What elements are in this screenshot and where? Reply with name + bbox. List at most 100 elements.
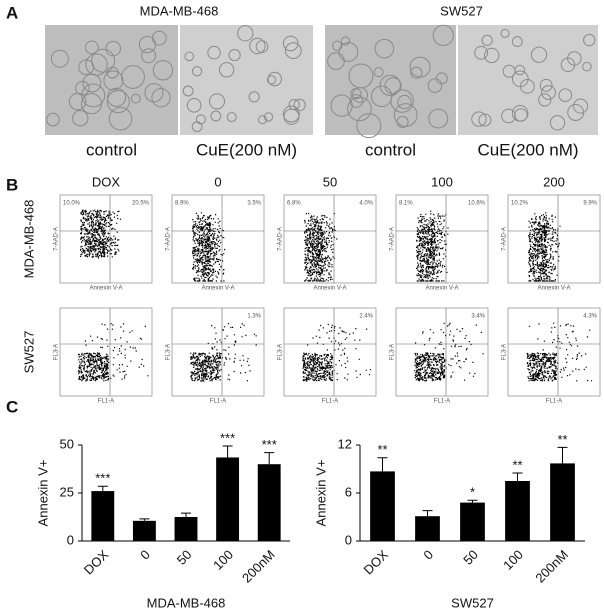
axis-label: FL3-A [166,344,172,360]
bar [91,491,115,541]
column-label: 100 [431,174,453,189]
bar [132,520,156,541]
flow-dots [304,212,338,282]
significance: ** [557,432,567,447]
error-bar [422,510,433,517]
row-label: SW527 [21,331,36,374]
bar [174,517,198,541]
x-axis-label: SW527 [451,595,494,610]
column-label: DOX [92,174,121,189]
column-label: 0 [214,174,221,189]
axis-label: Annexin V-A [425,286,458,292]
axis-label: FL1-A [434,399,450,405]
x-tick-label: 50 [460,547,481,568]
significance: * [470,485,475,500]
axis-label: Annexin V-A [537,286,570,292]
x-tick-label: 50 [174,547,195,568]
error-bar [97,485,108,492]
micrograph [325,25,456,135]
bar [505,481,530,541]
group-title: SW527 [440,3,483,18]
significance: *** [95,471,110,486]
flow-dots [526,322,593,382]
cells [471,28,596,131]
axis-label: FL1-A [546,399,562,405]
panel-letter: C [6,397,18,416]
cells [327,24,454,139]
flow-dots [528,212,561,282]
significance: ** [512,457,522,472]
y-tick-label: 0 [345,532,352,547]
axis-label: FL3-A [502,344,508,360]
panel-letter: B [6,175,18,194]
y-tick-label: 50 [60,436,74,451]
quadrant-value: 4.3% [583,314,597,320]
quadrant-value: 10.6% [468,201,486,207]
bar [257,464,281,541]
axis-label: FL1-A [322,399,338,405]
error-bar [264,452,275,465]
bar [216,457,240,541]
flow-dots [190,323,257,382]
bar [550,463,575,541]
quadrant-value: 10.0% [63,201,81,207]
significance: *** [220,430,235,445]
error-bar [512,472,523,481]
flow-dots [414,322,484,382]
cells [182,25,306,132]
image-label: CuE(200 nM) [477,140,578,159]
axis-label: 7-AAD-A [390,227,396,251]
flow-plot [283,194,377,284]
flow-plot [395,194,489,284]
x-tick-label: 0 [420,547,436,563]
axis-label: FL3-A [390,344,396,360]
error-bar [222,445,233,458]
flow-plot [507,307,601,397]
flow-dots [192,212,226,282]
error-bar [139,518,150,521]
significance: ** [377,442,387,457]
quadrant-value: 10.2% [511,201,529,207]
axis-label: 7-AAD-A [54,227,60,251]
quadrant-value: 9.9% [583,201,597,207]
x-tick-label: 200nM [532,547,571,586]
flow-dots [302,323,372,382]
quadrant-value: 8.9% [175,201,189,207]
y-tick-label: 6 [345,484,352,499]
image-label: control [86,140,137,159]
flow-plot [395,307,489,397]
cells [46,30,174,131]
axis-label: Annexin V-A [201,286,234,292]
flow-plot [171,307,265,397]
x-tick-label: 200nM [239,547,278,586]
bar [370,471,395,541]
image-label: control [365,140,416,159]
y-axis-label: Annexin V+ [313,460,328,527]
flow-plot [59,307,153,397]
bar [460,502,485,541]
error-bar [377,457,388,472]
axis-label: Annexin V-A [313,286,346,292]
column-label: 200 [543,174,565,189]
y-axis-label: Annexin V+ [35,460,50,527]
x-tick-label: 0 [137,547,153,563]
flow-plot [171,194,265,284]
quadrant-value: 4.0% [359,201,373,207]
error-bar [557,446,568,464]
quadrant-value: 3.5% [247,201,261,207]
y-tick-label: 0 [67,532,74,547]
x-tick-label: 100 [500,547,526,573]
row-label: MDA-MB-468 [21,200,36,279]
quadrant-value: 3.4% [471,314,485,320]
axis-label: 7-AAD-A [166,227,172,251]
x-tick-label: 100 [210,547,236,573]
significance: *** [262,437,277,452]
axis-label: FL1-A [210,399,226,405]
quadrant-value: 6.8% [287,201,301,207]
axis-label: FL3-A [54,344,60,360]
axis-label: 7-AAD-A [502,227,508,251]
error-bar [181,512,191,517]
axis-label: FL3-A [278,344,284,360]
y-tick-label: 25 [60,484,74,499]
